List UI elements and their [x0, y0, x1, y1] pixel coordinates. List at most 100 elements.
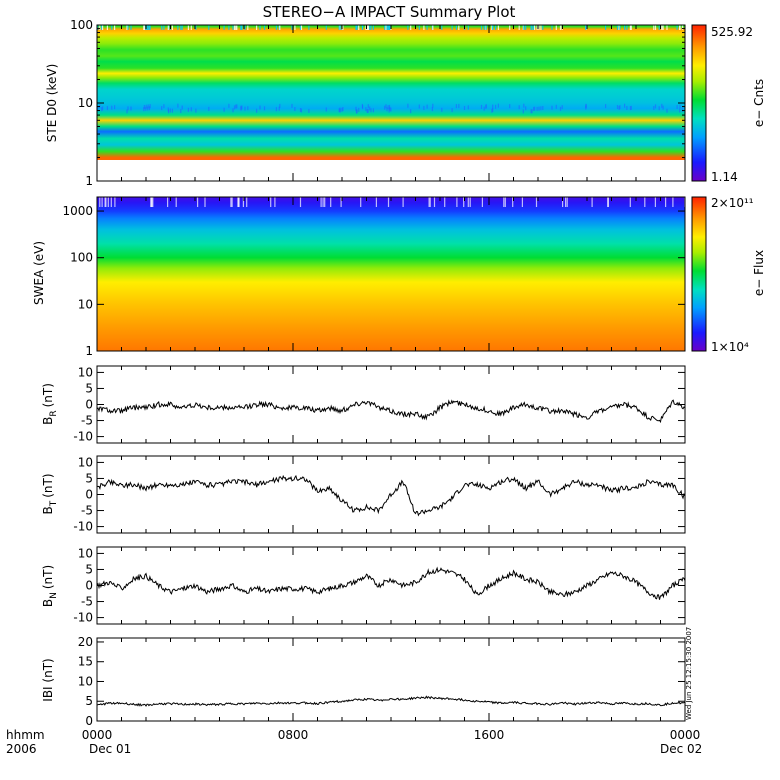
swea-top-streak [242, 197, 244, 207]
ste-low-count-speckle [187, 107, 189, 112]
ste-colorbar-max: 525.92 [711, 25, 753, 39]
ste-top-speckle [233, 25, 236, 30]
ste-y-label: STE D0 (keV) [45, 64, 59, 143]
ste-low-count-speckle [661, 103, 663, 108]
ste-low-count-speckle [485, 104, 487, 109]
ste-low-count-speckle [130, 106, 132, 111]
swea-top-streak [152, 197, 154, 207]
ste-low-count-speckle [365, 107, 367, 112]
ste-low-count-speckle [355, 109, 358, 114]
swea-top-streak [672, 197, 674, 207]
swea-top-streak [167, 197, 169, 207]
ste-low-count-speckle [418, 104, 420, 109]
bn-series-line [96, 566, 686, 600]
ste-top-speckle [540, 25, 542, 30]
ste-low-count-speckle [240, 105, 242, 110]
ste-top-speckle [525, 25, 527, 30]
ste-top-speckle [111, 25, 113, 30]
ste-top-speckle [451, 25, 453, 30]
ste-low-count-speckle [169, 108, 171, 113]
ste-low-count-speckle [228, 103, 230, 108]
generation-stamp: Wed Jun 25 12:15:30 2007 [685, 627, 693, 720]
ste-top-speckle [523, 25, 525, 30]
ste-low-count-speckle [384, 105, 386, 110]
swea-top-streak [504, 197, 506, 207]
swea-top-streak [105, 197, 107, 207]
bt-y-tick-label: -10 [73, 520, 93, 534]
ste-low-count-speckle [338, 108, 340, 113]
ste-top-speckle [342, 25, 344, 30]
ste-top-speckle [114, 25, 116, 30]
ste-top-speckle [149, 25, 151, 30]
ste-top-speckle [497, 25, 499, 30]
swea-top-streak [521, 197, 523, 207]
swea-top-streak [270, 197, 272, 207]
swea-top-streak [322, 197, 324, 207]
ste-top-speckle [263, 25, 266, 30]
swea-top-streak [444, 197, 446, 207]
ste-top-speckle [555, 25, 557, 30]
ste-top-speckle [372, 25, 374, 30]
ste-top-speckle [533, 25, 535, 30]
ste-top-speckle [325, 25, 327, 30]
ste-low-count-speckle [127, 106, 129, 111]
ste-spectrogram [97, 25, 685, 160]
ste-low-count-speckle [339, 108, 341, 113]
ste-low-count-speckle [101, 107, 103, 112]
swea-y-tick-label: 10 [78, 297, 93, 311]
ste-top-speckle [163, 25, 165, 30]
ste-low-count-speckle [455, 104, 457, 109]
ste-low-count-speckle [426, 104, 428, 109]
ste-top-speckle [658, 25, 660, 30]
ste-top-speckle [491, 25, 493, 30]
ste-top-speckle [386, 25, 388, 30]
ste-top-speckle [495, 25, 497, 30]
ste-low-count-speckle [294, 107, 296, 111]
ste-low-count-speckle [386, 107, 388, 112]
ste-top-speckle [407, 25, 409, 30]
ste-top-speckle [190, 25, 192, 30]
swea-top-streak [467, 197, 469, 207]
bn-y-tick-label: 0 [85, 579, 93, 593]
ste-low-count-speckle [177, 103, 179, 108]
ste-top-speckle [630, 25, 632, 30]
bn-y-tick-label: 10 [78, 546, 93, 560]
swea-top-streak [340, 197, 342, 207]
ste-low-count-speckle [143, 107, 145, 112]
ste-low-count-speckle [523, 103, 525, 108]
ste-low-count-speckle [180, 109, 182, 114]
ste-top-speckle [236, 25, 238, 30]
ste-top-speckle [467, 25, 469, 30]
ste-low-count-speckle [458, 103, 460, 108]
ste-top-speckle [126, 25, 128, 30]
ste-low-count-speckle [624, 103, 626, 108]
swea-top-streak [591, 197, 593, 207]
swea-top-streak [375, 197, 377, 207]
ste-low-count-speckle [236, 104, 238, 109]
bn-frame [96, 546, 686, 625]
ste-panel: 1 10 100 STE D0 (keV) 525.92 1.14 e− Cnts [45, 18, 766, 188]
ste-top-speckle [97, 25, 99, 30]
ste-low-count-speckle [389, 106, 391, 111]
br-y-tick-label: 10 [78, 365, 93, 379]
ste-low-count-speckle [341, 107, 343, 112]
ste-low-count-speckle [662, 105, 664, 110]
x-corner-label-year: 2006 [6, 742, 37, 756]
ste-top-speckle [299, 25, 302, 30]
ste-top-speckle [616, 25, 619, 30]
ste-top-speckle [369, 25, 371, 30]
ste-top-speckle [167, 25, 169, 30]
br-series-line [96, 399, 686, 424]
ste-low-count-speckle [542, 106, 544, 110]
bt-y-tick-label: 0 [85, 488, 93, 502]
ste-top-speckle [605, 25, 607, 30]
ste-low-count-speckle [190, 107, 192, 112]
ste-low-count-speckle [149, 104, 151, 109]
ste-low-count-speckle [367, 108, 369, 113]
ste-low-count-speckle [195, 108, 197, 113]
swea-colorbar-max: 2×10¹¹ [711, 196, 754, 210]
ste-top-speckle [536, 25, 538, 30]
ste-low-count-speckle [308, 108, 310, 113]
bmag-y-label: IBI (nT) [41, 658, 55, 701]
ste-top-speckle [551, 25, 553, 30]
